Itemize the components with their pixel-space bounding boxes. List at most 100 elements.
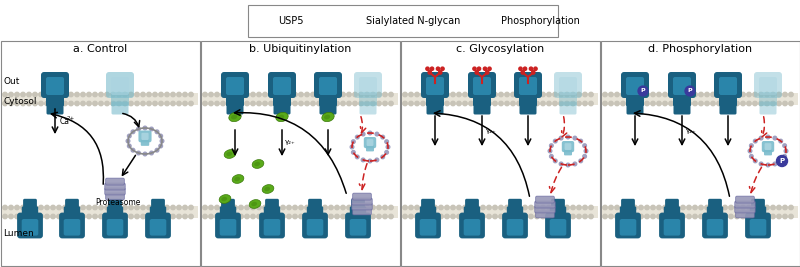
Circle shape (554, 139, 557, 143)
Circle shape (335, 92, 339, 97)
Text: 2+: 2+ (67, 116, 75, 121)
Circle shape (209, 214, 213, 219)
Circle shape (377, 214, 381, 219)
Circle shape (547, 205, 551, 210)
FancyBboxPatch shape (226, 101, 243, 115)
Circle shape (493, 214, 498, 219)
Circle shape (257, 214, 261, 219)
FancyBboxPatch shape (307, 206, 323, 218)
FancyBboxPatch shape (105, 183, 125, 190)
Circle shape (782, 214, 787, 219)
Circle shape (589, 214, 594, 219)
Circle shape (765, 214, 770, 219)
Circle shape (203, 205, 207, 210)
Circle shape (305, 205, 309, 210)
Circle shape (475, 92, 479, 97)
Circle shape (141, 101, 146, 106)
Circle shape (203, 214, 207, 219)
Circle shape (177, 205, 182, 210)
Circle shape (123, 214, 127, 219)
Circle shape (603, 101, 607, 106)
FancyBboxPatch shape (708, 199, 722, 210)
Circle shape (375, 158, 378, 162)
Circle shape (657, 92, 662, 97)
FancyBboxPatch shape (519, 92, 537, 106)
Circle shape (275, 92, 279, 97)
Circle shape (233, 101, 237, 106)
Circle shape (657, 101, 662, 106)
Text: b. Ubiquitinylation: b. Ubiquitinylation (249, 44, 351, 54)
Circle shape (627, 101, 631, 106)
Circle shape (105, 214, 109, 219)
Text: γ₂₊: γ₂₊ (686, 128, 697, 134)
Circle shape (782, 101, 787, 106)
Circle shape (493, 205, 498, 210)
Ellipse shape (232, 175, 244, 183)
Circle shape (674, 205, 679, 210)
Circle shape (33, 92, 38, 97)
Circle shape (155, 148, 159, 152)
Circle shape (529, 92, 534, 97)
Circle shape (609, 92, 614, 97)
Circle shape (62, 214, 67, 219)
Text: Out: Out (3, 77, 19, 85)
Circle shape (438, 205, 443, 210)
FancyBboxPatch shape (306, 219, 323, 235)
Circle shape (770, 92, 775, 97)
FancyBboxPatch shape (764, 149, 772, 155)
Circle shape (189, 92, 194, 97)
Circle shape (153, 205, 157, 210)
Circle shape (93, 205, 98, 210)
Circle shape (469, 205, 474, 210)
Circle shape (381, 135, 385, 139)
Circle shape (773, 136, 777, 140)
FancyBboxPatch shape (459, 213, 485, 238)
Circle shape (239, 205, 243, 210)
Circle shape (457, 214, 462, 219)
Circle shape (499, 92, 503, 97)
Circle shape (214, 101, 219, 106)
Circle shape (451, 205, 455, 210)
Circle shape (262, 92, 267, 97)
Circle shape (789, 214, 794, 219)
Circle shape (15, 92, 19, 97)
FancyBboxPatch shape (106, 219, 123, 235)
Circle shape (38, 214, 43, 219)
Circle shape (750, 155, 753, 158)
Circle shape (681, 101, 685, 106)
FancyBboxPatch shape (707, 206, 723, 218)
Circle shape (81, 101, 86, 106)
Circle shape (570, 214, 575, 219)
Circle shape (351, 151, 355, 154)
Circle shape (669, 101, 674, 106)
FancyBboxPatch shape (626, 77, 644, 95)
Circle shape (358, 17, 360, 20)
Circle shape (110, 205, 115, 210)
FancyBboxPatch shape (473, 92, 491, 106)
FancyBboxPatch shape (46, 101, 63, 115)
FancyBboxPatch shape (464, 206, 480, 218)
Circle shape (293, 101, 298, 106)
Circle shape (299, 101, 303, 106)
Ellipse shape (251, 202, 257, 206)
Circle shape (126, 139, 130, 143)
Circle shape (105, 101, 109, 106)
FancyBboxPatch shape (751, 199, 765, 210)
Circle shape (62, 101, 67, 106)
Circle shape (662, 214, 667, 219)
Circle shape (603, 92, 607, 97)
Circle shape (182, 214, 187, 219)
Circle shape (341, 214, 346, 219)
Circle shape (729, 205, 734, 210)
Circle shape (758, 205, 763, 210)
FancyBboxPatch shape (273, 77, 291, 95)
Circle shape (558, 92, 563, 97)
Circle shape (505, 214, 509, 219)
Circle shape (584, 149, 588, 153)
Circle shape (614, 205, 619, 210)
Circle shape (15, 214, 19, 219)
Circle shape (150, 127, 154, 131)
Circle shape (686, 92, 691, 97)
Circle shape (233, 205, 237, 210)
Circle shape (129, 214, 133, 219)
